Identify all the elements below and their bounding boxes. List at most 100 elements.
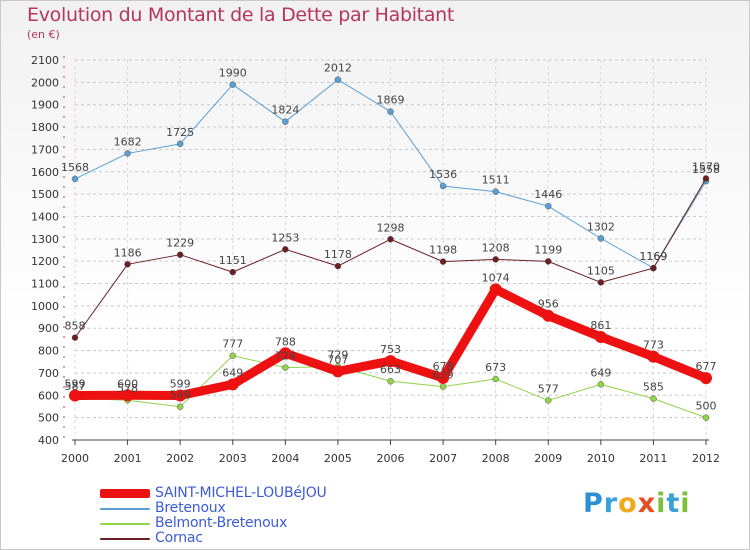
y-tick-label: 1200 — [31, 255, 59, 268]
data-label: 600 — [117, 377, 138, 390]
data-label: 1446 — [534, 188, 562, 201]
data-label: 1199 — [534, 243, 562, 256]
data-label: 678 — [433, 360, 454, 373]
data-point — [229, 81, 236, 88]
legend-swatch — [100, 507, 150, 510]
data-label: 1253 — [271, 231, 299, 244]
data-label: 1298 — [377, 221, 405, 234]
data-point — [647, 350, 660, 363]
data-point — [387, 236, 394, 243]
data-point — [71, 334, 79, 341]
data-label: 1169 — [639, 250, 667, 263]
data-point — [439, 258, 447, 265]
y-tick-label: 700 — [38, 367, 59, 380]
data-point — [124, 261, 131, 268]
data-label: 858 — [65, 320, 86, 333]
y-tick-label: 1900 — [31, 99, 59, 112]
data-label: 1570 — [692, 160, 720, 173]
x-tick-label: 2004 — [271, 452, 299, 465]
y-tick-label: 1600 — [31, 166, 59, 179]
data-label: 677 — [696, 360, 717, 373]
y-tick-label: 900 — [38, 322, 59, 335]
data-point — [492, 188, 499, 195]
data-point — [176, 403, 184, 410]
data-label: 1074 — [482, 271, 510, 284]
y-tick-label: 400 — [38, 434, 59, 447]
x-tick-label: 2008 — [482, 452, 510, 465]
legend-label: Belmont-Bretenoux — [155, 515, 288, 531]
data-label: 1682 — [114, 135, 142, 148]
chart-title: Evolution du Montant de la Dette par Hab… — [27, 4, 455, 26]
data-point — [702, 414, 710, 421]
data-label: 1725 — [166, 126, 194, 139]
data-label: 753 — [380, 343, 401, 356]
legend-swatch — [100, 522, 150, 525]
data-label: 1302 — [587, 220, 615, 233]
data-point — [437, 371, 450, 384]
x-tick-label: 2011 — [639, 452, 667, 465]
y-tick-label: 1500 — [31, 188, 59, 201]
data-point — [279, 347, 292, 360]
data-label: 549 — [170, 389, 191, 402]
data-point — [597, 381, 605, 388]
data-point — [542, 309, 555, 322]
data-label: 1198 — [429, 244, 457, 257]
data-label: 1229 — [166, 237, 194, 250]
x-tick-label: 2002 — [166, 452, 194, 465]
data-label: 585 — [643, 381, 664, 394]
data-point — [71, 175, 79, 183]
data-label: 1990 — [219, 67, 247, 80]
data-label: 1178 — [324, 248, 352, 261]
x-tick-label: 2010 — [587, 452, 615, 465]
data-label: 663 — [380, 363, 401, 376]
data-point — [439, 182, 447, 190]
data-point — [594, 330, 607, 343]
data-point — [387, 108, 394, 115]
data-point — [124, 150, 131, 157]
data-point — [597, 279, 605, 286]
data-point — [229, 352, 236, 359]
data-label: 773 — [643, 339, 664, 352]
data-point — [702, 175, 710, 182]
data-point — [650, 264, 657, 272]
data-labels: 1568 1682 1725 1990 1824 2012 1869 1536 1511 1446… — [61, 62, 720, 413]
proxiti-logo: Proxiti — [583, 488, 691, 519]
data-point — [492, 256, 499, 263]
data-point — [492, 375, 499, 383]
data-label: 649 — [222, 366, 243, 379]
x-tick-label: 2006 — [377, 452, 405, 465]
data-point — [282, 118, 289, 125]
data-point — [700, 372, 712, 385]
data-label: 1511 — [482, 174, 510, 187]
data-label: 639 — [433, 369, 454, 382]
data-point — [331, 365, 344, 378]
data-point — [176, 140, 184, 148]
data-label: 587 — [65, 380, 86, 393]
y-tick-label: 1000 — [31, 300, 59, 313]
data-label: 1105 — [587, 264, 615, 277]
x-tick-label: 2001 — [114, 452, 142, 465]
legend-swatch — [100, 489, 150, 498]
legend-label: SAINT-MICHEL-LOUBéJOU — [155, 485, 327, 501]
data-point — [387, 377, 394, 385]
data-label: 1169 — [639, 250, 667, 263]
x-tick-label: 2003 — [219, 452, 247, 465]
y-tick-label: 1800 — [31, 121, 59, 134]
y-tick-label: 500 — [38, 412, 59, 425]
data-label: 1536 — [429, 168, 457, 181]
data-label: 599 — [65, 378, 86, 391]
legend-swatch — [100, 537, 150, 540]
data-label: 2012 — [324, 62, 352, 75]
axes: 4005006007008009001000110012001300140015… — [31, 54, 720, 465]
x-tick-label: 2007 — [429, 452, 457, 465]
legend-label: Cornac — [155, 530, 203, 546]
data-label: 500 — [696, 400, 717, 413]
y-tick-label: 2100 — [31, 54, 59, 67]
data-point — [545, 397, 552, 404]
data-label: 577 — [538, 382, 559, 395]
data-label: 1824 — [271, 104, 299, 117]
data-label: 1151 — [219, 254, 247, 267]
y-tick-label: 1400 — [31, 210, 59, 223]
data-point — [69, 389, 81, 402]
